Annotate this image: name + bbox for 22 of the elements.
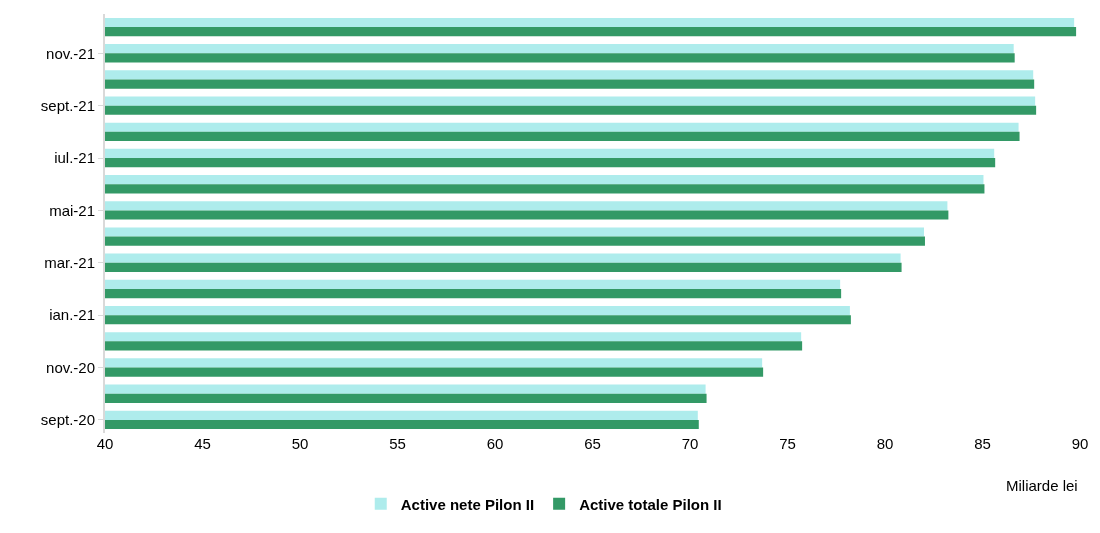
y-tick-label: mai-21 (49, 201, 95, 219)
x-tick-label: 75 (779, 435, 796, 452)
x-tick-label: 65 (584, 435, 601, 452)
y-tick-label: iul.-21 (54, 149, 95, 167)
x-tick-label: 80 (876, 435, 894, 452)
y-tick-label: nov.-21 (46, 44, 95, 62)
y-tick-label: mar.-21 (44, 254, 95, 272)
x-tick-label: 60 (486, 435, 504, 452)
y-tick-label: nov.-20 (46, 358, 95, 376)
x-tick-label: 70 (681, 435, 699, 452)
x-tick-label: 90 (1071, 435, 1089, 452)
legend-label: Active nete Pilon II (400, 495, 535, 513)
x-tick-label: 45 (194, 435, 211, 452)
x-tick-label: 40 (96, 435, 114, 452)
legend-label: Active totale Pilon II (579, 495, 722, 513)
y-tick-label: sept.-20 (40, 411, 95, 429)
y-tick-label: sept.-21 (40, 96, 95, 114)
x-tick-label: 50 (291, 435, 309, 452)
x-tick-label: 55 (389, 435, 406, 452)
x-axis-title: Miliarde lei (1006, 477, 1078, 494)
x-tick-label: 85 (974, 435, 991, 452)
y-tick-label: ian.-21 (49, 306, 95, 324)
